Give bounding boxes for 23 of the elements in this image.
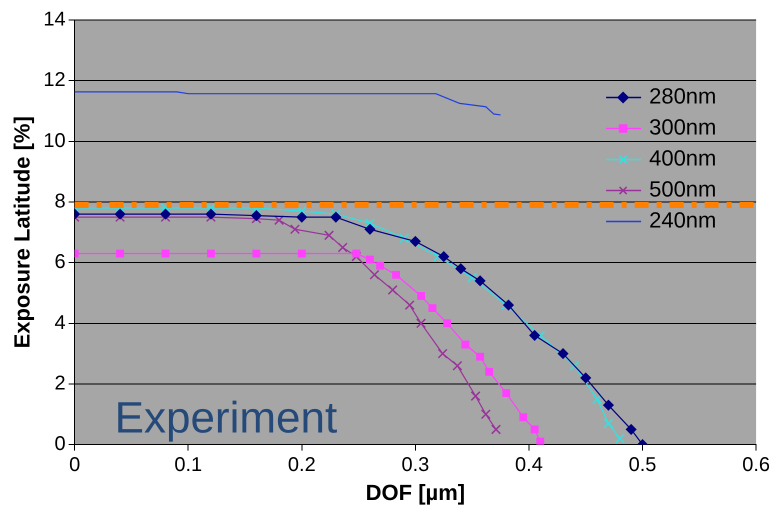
y-tick-label: 12 [43, 69, 66, 92]
x-tick-label: 0.6 [742, 454, 770, 476]
legend-label: 240nm [649, 208, 716, 233]
y-tick-label: 6 [54, 251, 66, 274]
x-tick-label: 0.4 [515, 454, 543, 476]
y-tick-label: 10 [43, 130, 66, 152]
y-tick-label: 14 [43, 8, 66, 31]
legend-label: 280nm [649, 84, 716, 109]
legend-label: 500nm [649, 176, 716, 202]
y-tick-label: 8 [54, 190, 66, 212]
x-tick-label: 0 [69, 454, 80, 476]
y-axis-title: Exposure Latitude [%] [9, 116, 34, 348]
legend-label: 400nm [649, 146, 716, 171]
y-tick-label: 0 [54, 433, 66, 456]
x-tick-label: 0.2 [288, 454, 316, 476]
x-tick-label: 0.1 [174, 454, 202, 476]
y-tick-label: 2 [54, 372, 66, 394]
legend-label: 300nm [649, 114, 716, 140]
x-tick-label: 0.3 [401, 454, 430, 476]
annotation: Experiment [114, 394, 338, 443]
y-tick-label: 4 [54, 312, 66, 334]
x-tick-label: 0.5 [628, 454, 656, 476]
x-axis-title: DOF [µm] [366, 480, 466, 505]
